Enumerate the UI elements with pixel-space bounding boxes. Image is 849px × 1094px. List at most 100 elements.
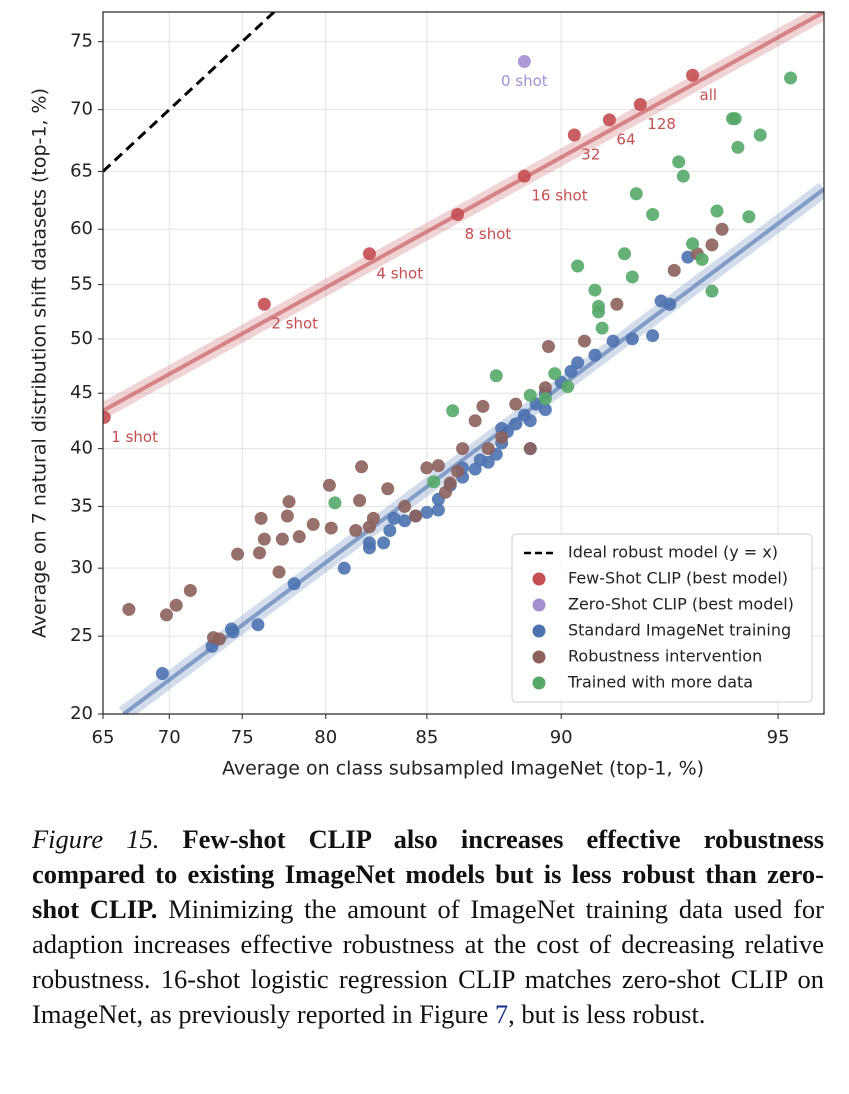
x-tick-label: 70 — [158, 727, 181, 748]
x-tick-label: 85 — [415, 727, 438, 748]
point — [366, 511, 380, 525]
ideal-line — [103, 12, 277, 173]
legend-label: Standard ImageNet training — [568, 621, 791, 640]
point-label: 2 shot — [271, 315, 318, 333]
point — [481, 455, 495, 469]
y-axis-label: Average on 7 natural distribution shift … — [29, 88, 51, 638]
x-tick-label: 95 — [767, 727, 790, 748]
point — [362, 247, 376, 261]
point — [324, 521, 338, 535]
legend-key — [532, 598, 546, 612]
point — [489, 369, 503, 383]
point-label: 32 — [581, 145, 600, 163]
point — [633, 98, 647, 112]
point — [476, 399, 490, 413]
point — [495, 421, 509, 435]
point — [728, 112, 742, 126]
point — [468, 414, 482, 428]
point — [337, 561, 351, 575]
point — [517, 169, 531, 183]
point — [254, 511, 268, 525]
point — [523, 442, 537, 456]
point — [409, 509, 423, 523]
point — [548, 367, 562, 381]
point — [625, 332, 639, 346]
point — [155, 667, 169, 681]
point — [420, 505, 434, 519]
point — [625, 270, 639, 284]
point — [355, 460, 369, 474]
point-label: 8 shot — [465, 225, 512, 243]
point — [446, 404, 460, 418]
point — [686, 237, 700, 251]
point — [610, 297, 624, 311]
point — [322, 478, 336, 492]
caption-text: Minimizing the amount of ImageNet traini… — [32, 894, 824, 1029]
legend-key — [532, 650, 546, 664]
point — [272, 565, 286, 579]
point — [517, 55, 531, 69]
y-tick-label: 25 — [70, 625, 93, 646]
point — [226, 625, 240, 639]
point — [122, 602, 136, 616]
point — [451, 207, 465, 221]
point — [251, 618, 265, 632]
point — [686, 68, 700, 82]
point — [431, 459, 445, 473]
point — [672, 155, 686, 169]
y-tick-label: 55 — [70, 274, 93, 295]
point — [456, 442, 470, 456]
point — [646, 207, 660, 221]
point — [282, 495, 296, 509]
point-label: 128 — [647, 115, 676, 133]
point — [606, 334, 620, 348]
caption-end: , but is less robust. — [508, 999, 706, 1029]
point — [676, 169, 690, 183]
figure-label: Figure 15. — [32, 824, 160, 854]
point-label: 0 shot — [501, 72, 548, 90]
point-label: 1 shot — [111, 428, 158, 446]
point — [715, 222, 729, 236]
point — [784, 71, 798, 85]
chart: Average on class subsampled ImageNet (to… — [29, 11, 825, 780]
x-tick-label: 80 — [314, 727, 337, 748]
point — [646, 329, 660, 343]
point — [431, 503, 445, 517]
fit-line — [103, 12, 824, 413]
point — [231, 547, 245, 561]
x-axis-label: Average on class subsampled ImageNet (to… — [222, 758, 704, 780]
legend-label: Trained with more data — [567, 673, 753, 692]
point — [731, 140, 745, 154]
point — [495, 430, 509, 444]
point — [451, 464, 465, 478]
point — [629, 187, 643, 201]
point — [287, 577, 301, 591]
y-tick-label: 40 — [70, 438, 93, 459]
point-label: 16 shot — [531, 187, 587, 205]
point — [443, 476, 457, 490]
point — [571, 259, 585, 273]
fit-line — [122, 187, 824, 714]
point — [280, 509, 294, 523]
point — [577, 334, 591, 348]
point — [275, 532, 289, 546]
y-tick-label: 20 — [70, 703, 93, 724]
y-tick-label: 50 — [70, 328, 93, 349]
point — [160, 608, 174, 622]
caption-bold: Few-shot CLIP also increases effective r… — [32, 824, 825, 924]
x-tick-label: 90 — [550, 727, 573, 748]
plot-layer — [103, 12, 824, 714]
figure-ref[interactable]: 7 — [494, 999, 509, 1029]
legend-label: Ideal robust model (y = x) — [568, 543, 778, 562]
x-tick-label: 65 — [92, 727, 115, 748]
legend-label: Zero-Shot CLIP (best model) — [568, 595, 794, 614]
y-tick-label: 70 — [70, 99, 93, 120]
point — [253, 546, 267, 560]
point — [538, 392, 552, 406]
point — [588, 348, 602, 362]
point — [292, 530, 306, 544]
point — [362, 536, 376, 550]
point — [588, 283, 602, 297]
point — [169, 598, 183, 612]
point — [710, 204, 724, 218]
